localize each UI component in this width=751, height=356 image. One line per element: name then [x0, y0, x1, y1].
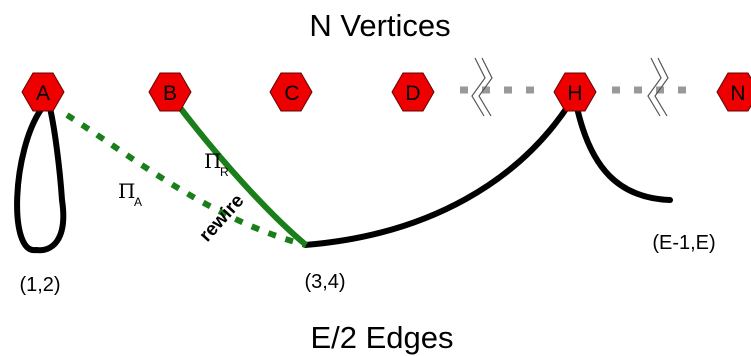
vertex-d: D	[391, 72, 435, 112]
vertex-h-label: H	[567, 82, 582, 105]
svg-text:Π: Π	[204, 149, 221, 173]
title-n-vertices: N Vertices	[309, 8, 450, 43]
edge-b-to-3-4-green	[175, 103, 308, 248]
break-mark-left-icon	[471, 57, 493, 117]
vertex-n-label: N	[730, 82, 745, 105]
self-loop-edge-1-2	[14, 105, 67, 254]
vertex-h: H	[553, 72, 597, 112]
vertex-c: C	[269, 72, 313, 112]
vertex-n: N	[716, 72, 751, 112]
vertex-a-label: A	[36, 82, 50, 105]
edge-label-1-2: (1,2)	[19, 274, 60, 296]
vertex-d-label: D	[405, 82, 420, 105]
svg-text:Π: Π	[118, 179, 135, 203]
svg-text:A: A	[134, 195, 142, 209]
title-e2-edges: E/2 Edges	[310, 320, 453, 355]
edge-label-e-1-e: (E-1,E)	[652, 232, 715, 254]
vertex-c-label: C	[284, 82, 299, 105]
pi-a-label: Π A	[118, 179, 142, 209]
edge-label-3-4: (3,4)	[304, 271, 345, 293]
pi-r-label: Π R	[204, 149, 229, 179]
edge-3-4-to-h	[302, 100, 573, 248]
break-mark-right-icon	[647, 57, 669, 117]
svg-text:R: R	[220, 165, 229, 179]
vertex-b-label: B	[163, 82, 177, 105]
vertex-b: B	[148, 72, 192, 112]
edge-h-to-e	[573, 100, 673, 203]
rewire-dashed-edge	[65, 112, 307, 248]
vertex-a: A	[21, 72, 65, 112]
